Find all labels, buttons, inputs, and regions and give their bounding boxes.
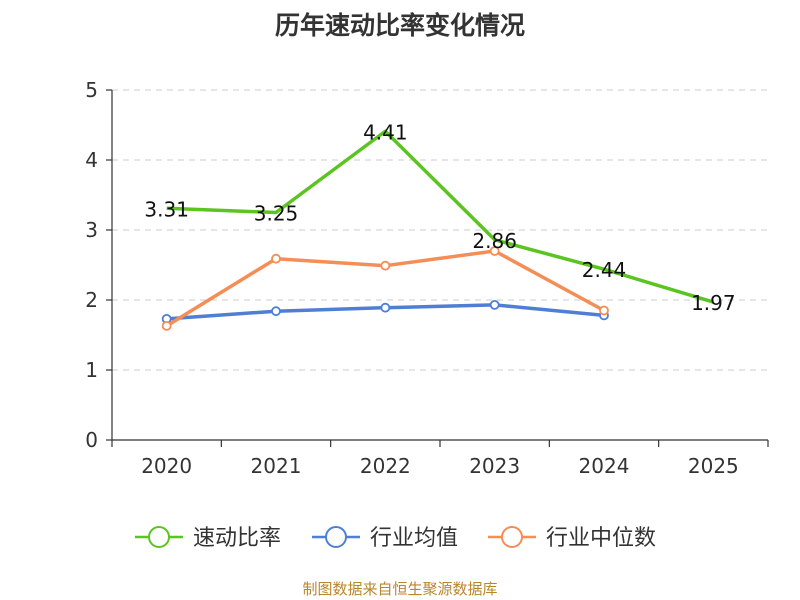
data-label: 2.86: [472, 229, 517, 253]
data-label: 3.25: [254, 202, 299, 226]
y-tick-label: 4: [85, 148, 98, 172]
legend-label: 速动比率: [193, 526, 281, 551]
x-tick-label: 2024: [579, 454, 630, 478]
y-tick-label: 3: [85, 218, 98, 242]
chart-title: 历年速动比率变化情况: [274, 11, 525, 40]
data-point: [380, 302, 391, 313]
y-tick-label: 1: [85, 358, 98, 382]
data-point: [489, 246, 500, 256]
data-point: [271, 253, 281, 264]
data-point: [380, 260, 391, 271]
y-tick-label: 5: [85, 78, 98, 102]
legend-marker: [501, 526, 523, 548]
x-tick-label: 2021: [251, 454, 302, 478]
x-tick-label: 2025: [688, 454, 739, 478]
x-tick-label: 2020: [141, 454, 192, 478]
legend-marker: [325, 526, 347, 548]
y-tick-label: 0: [85, 428, 98, 452]
y-tick-label: 2: [85, 288, 98, 312]
data-label: 1.97: [691, 291, 736, 315]
legend-label: 行业中位数: [546, 526, 656, 551]
data-point: [161, 320, 172, 331]
legend-label: 行业均值: [370, 526, 458, 551]
data-label: 2.44: [582, 258, 627, 282]
source-note: 制图数据来自恒生聚源数据库: [302, 580, 498, 598]
data-point: [271, 306, 281, 317]
x-tick-label: 2022: [360, 454, 411, 478]
data-label: 3.31: [144, 197, 189, 221]
x-tick-label: 2023: [469, 454, 520, 478]
data-label: 4.41: [363, 120, 408, 144]
legend-marker: [148, 526, 170, 548]
series-line: [166, 129, 714, 304]
data-point: [599, 305, 609, 316]
data-point: [489, 299, 500, 310]
